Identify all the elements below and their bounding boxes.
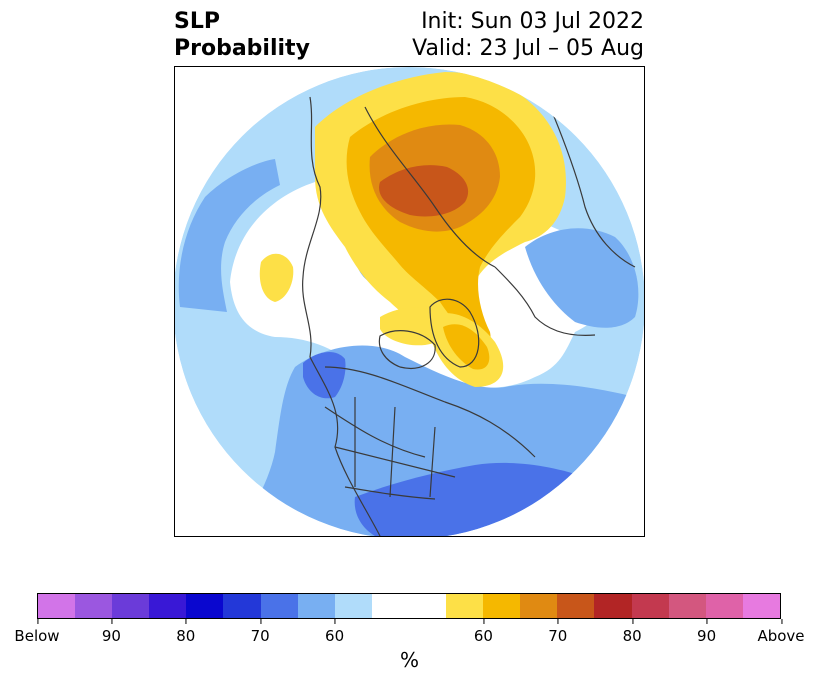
colorbar-segment <box>742 594 780 618</box>
colorbar-segment <box>557 594 595 618</box>
colorbar-segment <box>520 594 558 618</box>
map-canvas <box>175 67 644 536</box>
colorbar-segment <box>408 594 447 618</box>
colorbar-tick-label: 70 <box>250 619 270 645</box>
above-region-greenland-gold <box>443 324 490 370</box>
colorbar-segment <box>631 594 669 618</box>
colorbar-segment <box>446 594 484 618</box>
colorbar-segment <box>260 594 298 618</box>
colorbar-ticks: Below 90 80 70 60 60 70 80 90 Above <box>14 619 805 645</box>
colorbar-segment <box>483 594 521 618</box>
colorbar <box>37 593 781 619</box>
colorbar-segment <box>38 594 76 618</box>
below-region-europe <box>525 228 639 328</box>
colorbar-tick-label: 90 <box>101 619 121 645</box>
colorbar-tick-label: 80 <box>176 619 196 645</box>
colorbar-tick-label: 70 <box>548 619 568 645</box>
colorbar-segment <box>149 594 187 618</box>
colorbar-tick-label: Above <box>757 619 805 645</box>
colorbar-tick-label: Below <box>14 619 60 645</box>
colorbar-segment <box>297 594 335 618</box>
valid-range: Valid: 23 Jul – 05 Aug <box>412 36 644 61</box>
colorbar-tick-label: 90 <box>697 619 717 645</box>
colorbar-tick-label: 60 <box>325 619 345 645</box>
colorbar-unit-label: % <box>399 648 419 672</box>
colorbar-segment <box>75 594 113 618</box>
probability-map <box>174 66 645 537</box>
colorbar-segment <box>186 594 224 618</box>
colorbar-segment <box>223 594 261 618</box>
colorbar-tick-label: 80 <box>622 619 642 645</box>
above-region-pacific-yellow <box>259 253 294 302</box>
colorbar-segment <box>334 594 372 618</box>
title-left: SLP Probability <box>174 8 310 62</box>
colorbar-segment <box>112 594 150 618</box>
below-region-pacific-light <box>178 159 280 312</box>
colorbar-segment <box>705 594 743 618</box>
colorbar-tick-label: 60 <box>473 619 493 645</box>
title-variable: SLP <box>174 9 220 34</box>
title-right: Init: Sun 03 Jul 2022 Valid: 23 Jul – 05… <box>412 8 644 62</box>
title-metric: Probability <box>174 36 310 61</box>
colorbar-segment <box>594 594 632 618</box>
init-date: Init: Sun 03 Jul 2022 <box>421 9 644 34</box>
colorbar-segment <box>371 594 409 618</box>
colorbar-segment <box>668 594 706 618</box>
